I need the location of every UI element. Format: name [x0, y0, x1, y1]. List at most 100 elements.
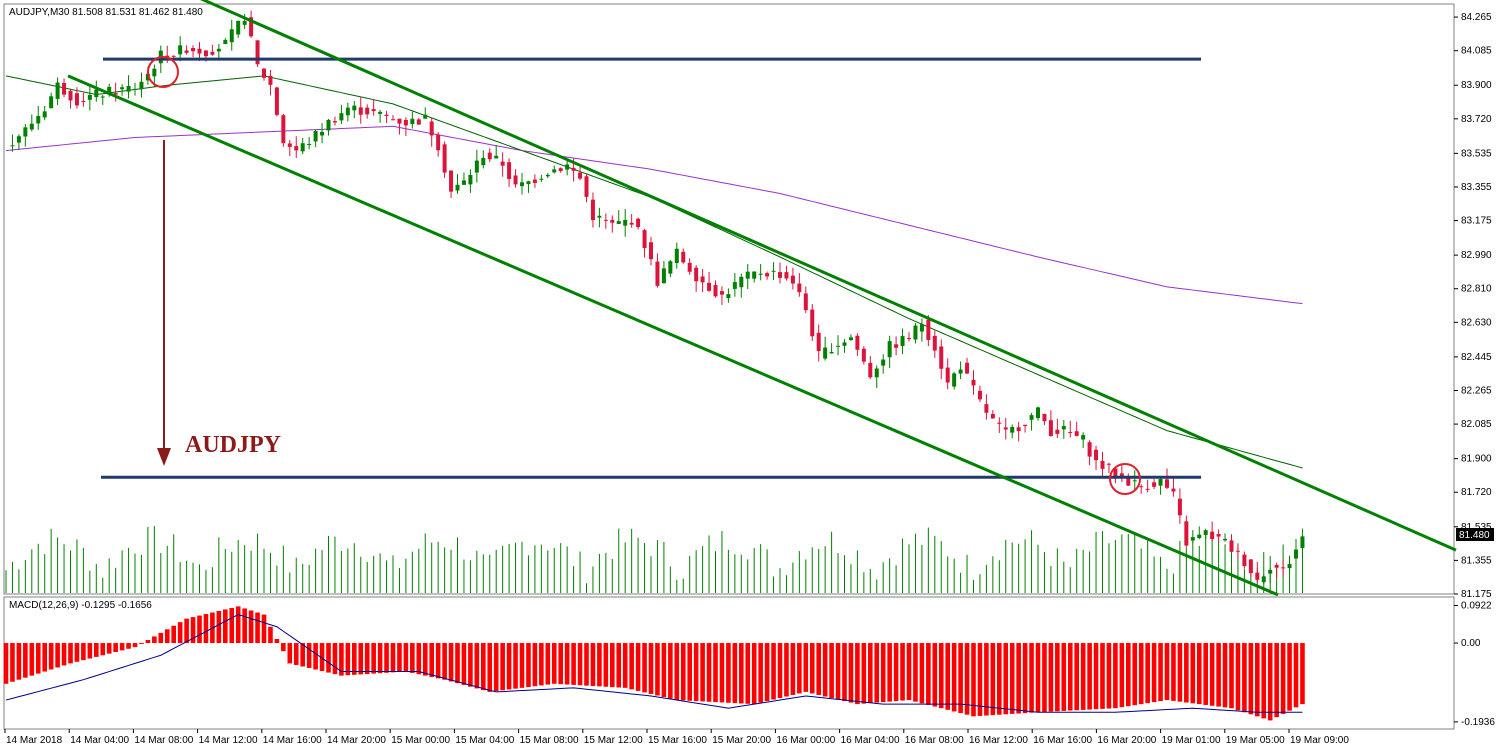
candle-body: [726, 294, 731, 299]
macd-bar: [1267, 643, 1273, 721]
macd-bar: [706, 643, 712, 702]
candle: [597, 207, 602, 228]
macd-bar: [661, 643, 667, 697]
candle-body: [1177, 498, 1182, 516]
macd-bar: [493, 643, 499, 692]
candle: [1197, 526, 1202, 540]
candle-body: [1081, 435, 1086, 440]
macd-bar: [377, 643, 383, 674]
macd-bar: [235, 606, 241, 644]
candle-body: [790, 275, 795, 284]
candlestick-series: [10, 10, 1305, 585]
candle: [1274, 562, 1279, 579]
macd-bar: [1274, 643, 1279, 718]
candle-body: [649, 242, 653, 260]
candle-body: [1132, 480, 1137, 482]
macd-bar: [726, 643, 731, 703]
candle: [1132, 470, 1137, 490]
candle: [378, 109, 383, 123]
candle-body: [449, 170, 454, 192]
candle: [565, 160, 570, 176]
candle: [294, 136, 299, 158]
candle: [810, 304, 815, 341]
time-tick-label: 16 Mar 00:00: [776, 735, 835, 746]
candle-body: [1029, 415, 1034, 420]
macd-bar: [790, 643, 796, 695]
candle-body: [36, 116, 41, 124]
candle-body: [1203, 530, 1208, 535]
chart-header: AUDJPY,M30 81.508 81.531 81.462 81.480: [9, 7, 203, 18]
candle-body: [107, 86, 112, 93]
candle: [1126, 473, 1131, 486]
candle-body: [139, 81, 144, 90]
candle: [152, 64, 157, 87]
candle-body: [1294, 549, 1298, 559]
candle-body: [571, 167, 576, 171]
candle: [784, 265, 789, 281]
macd-bar: [468, 643, 473, 687]
macd-bar: [474, 643, 480, 689]
macd-bar: [1042, 643, 1047, 712]
candle-body: [436, 134, 441, 151]
macd-bar: [171, 625, 176, 644]
candle: [939, 339, 944, 380]
macd-bar: [300, 643, 305, 667]
channel-lower-line[interactable]: [67, 74, 1279, 597]
candle-body: [410, 118, 415, 125]
macd-bar: [900, 643, 905, 701]
candle-body: [1100, 460, 1105, 469]
candle-body: [242, 21, 247, 25]
candle: [139, 72, 144, 98]
candle: [687, 258, 692, 275]
candle-body: [423, 114, 428, 119]
macd-bar: [635, 643, 641, 691]
highlight-circle-bottom: [1109, 463, 1141, 495]
channel-upper-line[interactable]: [164, 0, 1457, 552]
macd-bar: [410, 643, 415, 673]
price-tick-label: 82.265: [1461, 385, 1492, 396]
macd-bar: [887, 643, 892, 702]
candle-body: [1261, 576, 1266, 583]
candle: [965, 357, 970, 375]
macd-bar: [1087, 643, 1092, 710]
macd-bar: [674, 643, 680, 701]
candle-body: [442, 144, 447, 173]
time-tick-label: 14 Mar 04:00: [70, 735, 129, 746]
candle-body: [829, 352, 834, 354]
candle: [1119, 463, 1124, 482]
time-tick-label: 15 Mar 12:00: [584, 735, 643, 746]
candle-body: [384, 114, 389, 116]
macd-tick-label: 0.00: [1461, 638, 1481, 649]
macd-bar: [1242, 643, 1247, 713]
volume-bars: [5, 526, 1303, 593]
symbol-annotation: AUDJPY: [185, 432, 281, 458]
candle: [829, 343, 834, 354]
macd-bar: [1196, 643, 1202, 705]
macd-bar: [997, 643, 1002, 715]
macd-bar: [1003, 643, 1009, 715]
macd-bar: [248, 610, 254, 644]
candle-body: [642, 230, 647, 249]
macd-bar: [1145, 643, 1150, 704]
candle-body: [1152, 482, 1157, 487]
time-tick-label: 15 Mar 08:00: [520, 735, 579, 746]
macd-bar: [700, 643, 705, 702]
candle: [842, 339, 847, 353]
candle: [113, 82, 118, 102]
macd-bar: [835, 643, 841, 700]
candle: [1068, 420, 1073, 438]
macd-bar: [616, 643, 622, 688]
candle-body: [984, 404, 989, 413]
candle-body: [745, 271, 750, 279]
candle-body: [274, 87, 279, 115]
candle-body: [1210, 531, 1215, 539]
candle-body: [152, 68, 157, 77]
candle: [229, 19, 234, 51]
time-tick-label: 14 Mar 20:00: [327, 735, 386, 746]
macd-bar: [106, 643, 112, 654]
candle: [74, 87, 79, 109]
macd-bar: [23, 643, 28, 678]
macd-bar: [126, 643, 131, 649]
macd-bar: [422, 643, 428, 676]
